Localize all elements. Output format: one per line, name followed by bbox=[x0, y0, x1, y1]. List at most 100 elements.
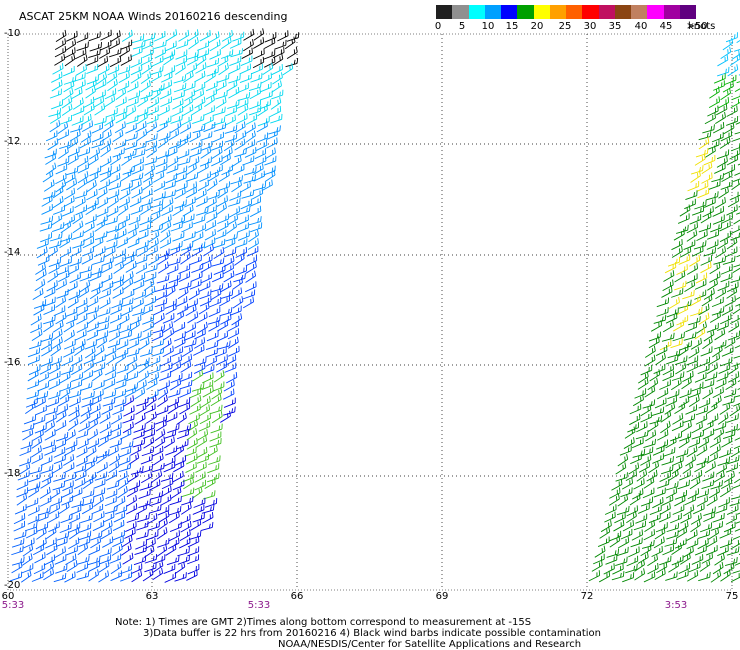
wind-barb bbox=[41, 204, 53, 215]
wind-barb bbox=[115, 220, 127, 233]
wind-barb bbox=[707, 139, 720, 150]
wind-barb bbox=[135, 539, 147, 550]
wind-barb bbox=[186, 427, 198, 441]
wind-barb bbox=[68, 512, 81, 524]
wind-barb bbox=[108, 460, 120, 474]
wind-barb bbox=[140, 347, 153, 357]
wind-barb bbox=[733, 212, 740, 225]
wind-barb bbox=[74, 470, 87, 481]
wind-barb bbox=[620, 528, 633, 540]
wind-barb bbox=[719, 402, 731, 415]
wind-barb bbox=[71, 87, 83, 100]
wind-barb bbox=[142, 569, 154, 582]
wind-barb bbox=[125, 261, 137, 273]
wind-barb bbox=[192, 241, 206, 251]
wind-barb bbox=[200, 261, 212, 273]
wind-barb bbox=[228, 206, 241, 218]
wind-barb bbox=[231, 179, 242, 193]
wind-barb bbox=[112, 404, 125, 416]
wind-barb bbox=[179, 122, 192, 134]
wind-barb bbox=[628, 462, 640, 475]
wind-barb bbox=[195, 206, 209, 216]
wind-barb bbox=[708, 96, 721, 108]
wind-barb bbox=[712, 561, 724, 575]
wind-barb bbox=[142, 314, 155, 325]
wind-barb bbox=[199, 412, 212, 425]
wind-barb bbox=[667, 469, 679, 482]
wind-barb bbox=[152, 567, 164, 581]
wind-barb bbox=[64, 571, 76, 583]
wind-barb bbox=[709, 86, 720, 99]
wind-barb bbox=[207, 169, 219, 182]
wind-barb bbox=[151, 204, 163, 216]
wind-barb bbox=[101, 262, 113, 274]
wind-barb bbox=[63, 346, 75, 358]
wind-barb bbox=[175, 181, 188, 192]
wind-barb bbox=[71, 230, 84, 240]
wind-barb bbox=[632, 394, 644, 407]
wind-barb bbox=[143, 422, 155, 433]
wind-barb bbox=[61, 206, 74, 217]
wind-barb bbox=[657, 479, 670, 489]
wind-barb bbox=[124, 386, 136, 398]
wind-barb bbox=[84, 455, 98, 465]
wind-barb bbox=[696, 456, 709, 466]
wind-barb bbox=[117, 80, 130, 92]
wind-barb bbox=[87, 555, 101, 566]
wind-barb bbox=[179, 402, 191, 415]
wind-barb bbox=[180, 252, 191, 265]
colorbar-tick: 25 bbox=[558, 21, 572, 32]
wind-barb bbox=[40, 455, 53, 466]
wind-barb bbox=[726, 546, 740, 556]
wind-barb bbox=[93, 345, 105, 358]
wind-barb bbox=[691, 205, 705, 216]
wind-barb bbox=[713, 73, 726, 84]
wind-barb bbox=[153, 313, 165, 325]
wind-barb bbox=[246, 246, 259, 257]
wind-barb bbox=[716, 320, 729, 331]
wind-barb bbox=[227, 320, 240, 332]
wind-barb bbox=[140, 54, 152, 66]
wind-barb bbox=[678, 563, 691, 574]
colorbar-tick: 15 bbox=[505, 21, 519, 32]
wind-barb bbox=[199, 289, 212, 300]
wind-barb bbox=[166, 264, 179, 275]
wind-barb bbox=[127, 81, 139, 93]
wind-barb bbox=[43, 287, 56, 299]
wind-barb bbox=[209, 296, 222, 308]
wind-barb bbox=[237, 82, 249, 94]
wind-barb bbox=[182, 104, 194, 117]
wind-barb bbox=[126, 485, 138, 497]
wind-barb bbox=[732, 302, 740, 315]
wind-barb bbox=[93, 487, 106, 498]
wind-barb bbox=[96, 322, 109, 332]
wind-barb bbox=[161, 205, 173, 217]
wind-barb bbox=[128, 214, 141, 226]
wind-barb bbox=[189, 147, 202, 158]
wind-barb bbox=[71, 115, 84, 126]
wind-barb bbox=[152, 83, 165, 93]
wind-barb bbox=[212, 381, 225, 392]
wind-barb bbox=[120, 169, 132, 182]
wind-barb bbox=[99, 547, 112, 558]
wind-barb bbox=[76, 177, 88, 190]
wind-barb bbox=[153, 554, 166, 565]
wind-barb bbox=[219, 307, 233, 317]
lat-label-12: -12 bbox=[4, 136, 21, 147]
colorbar-swatch bbox=[647, 5, 664, 19]
wind-barb bbox=[674, 280, 687, 291]
wind-barb bbox=[183, 81, 196, 92]
wind-barb bbox=[19, 462, 31, 475]
colorbar-swatch bbox=[598, 5, 615, 19]
wind-barb bbox=[220, 49, 234, 59]
wind-barb bbox=[167, 401, 179, 415]
wind-barb bbox=[704, 197, 716, 208]
wind-barb bbox=[85, 85, 96, 99]
wind-barb bbox=[116, 373, 129, 384]
wind-barb bbox=[108, 38, 120, 50]
wind-barb bbox=[179, 280, 192, 291]
wind-barb bbox=[720, 569, 731, 582]
wind-barb bbox=[172, 90, 185, 101]
wind-barb bbox=[731, 490, 740, 500]
wind-barb bbox=[247, 238, 259, 250]
